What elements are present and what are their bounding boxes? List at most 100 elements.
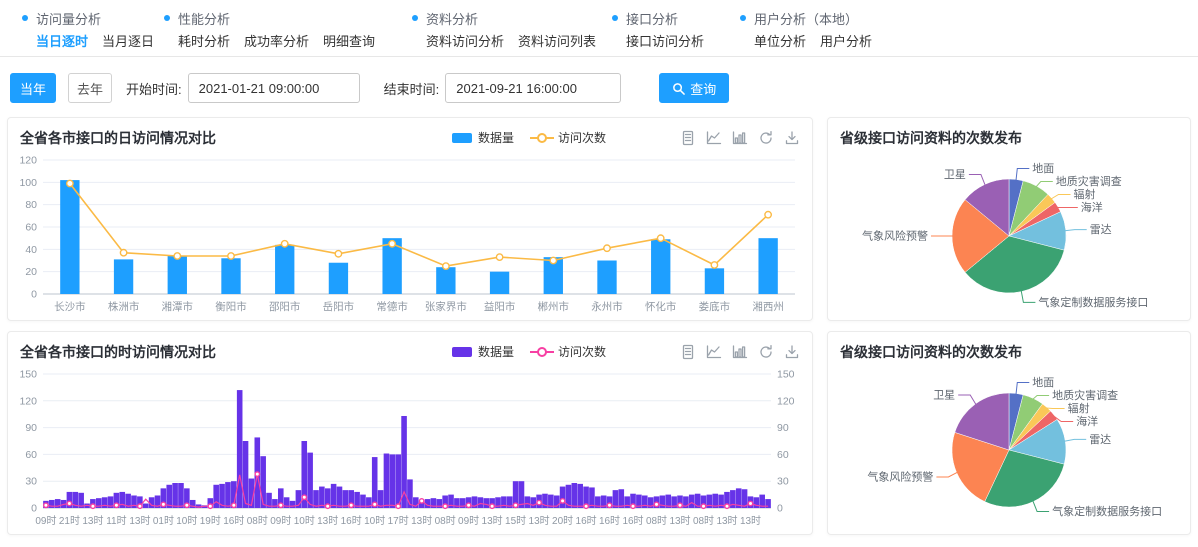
svg-text:岳阳市: 岳阳市: [323, 300, 355, 313]
legend-item[interactable]: 访问次数: [529, 129, 606, 146]
restore-icon[interactable]: [758, 344, 774, 360]
line-series[interactable]: [66, 179, 772, 271]
end-time-input[interactable]: [445, 73, 622, 103]
restore-icon[interactable]: [758, 130, 774, 146]
svg-text:卫星: 卫星: [933, 389, 955, 402]
pie-slices[interactable]: [951, 392, 1067, 508]
search-icon: [673, 82, 686, 95]
svg-text:海洋: 海洋: [1081, 200, 1103, 214]
line-type-icon[interactable]: [706, 130, 722, 146]
legend-item[interactable]: 访问次数: [529, 343, 606, 360]
this-year-button[interactable]: 当年: [10, 73, 56, 103]
legend-item[interactable]: 数据量: [450, 129, 514, 146]
nav-group: 性能分析 耗时分析 成功率分析 明细查询: [164, 9, 412, 56]
svg-text:15时: 15时: [505, 515, 526, 527]
nav-link[interactable]: 接口访问分析: [626, 34, 705, 49]
nav-group: 用户分析（本地） 单位分析 用户分析: [740, 9, 872, 56]
data-view-icon[interactable]: [680, 130, 696, 146]
bar-series[interactable]: [43, 390, 771, 508]
svg-text:气象定制数据服务接口: 气象定制数据服务接口: [1052, 504, 1162, 518]
line-type-icon[interactable]: [706, 344, 722, 360]
nav-bullet-icon: [412, 15, 418, 21]
svg-text:长沙市: 长沙市: [54, 300, 86, 313]
svg-text:30: 30: [25, 476, 37, 488]
svg-text:60: 60: [777, 449, 789, 461]
svg-text:150: 150: [19, 369, 37, 381]
query-button-label: 查询: [690, 81, 717, 97]
bar-series[interactable]: [60, 180, 778, 294]
svg-text:张家界市: 张家界市: [425, 300, 467, 313]
nav-group-title: 访问量分析: [36, 11, 102, 27]
svg-text:0: 0: [31, 289, 37, 301]
svg-text:16时: 16时: [622, 515, 643, 527]
bar-type-icon[interactable]: [732, 344, 748, 360]
svg-text:气象定制数据服务接口: 气象定制数据服务接口: [1038, 295, 1148, 309]
svg-text:海洋: 海洋: [1076, 414, 1098, 428]
svg-text:08时: 08时: [693, 515, 714, 527]
svg-text:17时: 17时: [388, 515, 409, 527]
dashboard-grid: 全省各市接口的日访问情况对比 数据量 访问次数 0 20 40 60 80 100 120 长沙…: [0, 103, 1198, 535]
svg-text:09时: 09时: [270, 515, 291, 527]
nav-group-title: 接口分析: [626, 11, 679, 27]
nav-link[interactable]: 用户分析: [820, 34, 873, 49]
nav-bullet-icon: [22, 15, 28, 21]
hourly-pie-card: 省级接口访问资料的次数发布 地面 地质灾害调查 辐射 海洋 雷达 气象定制数据服务接口 卫星…: [827, 331, 1191, 535]
nav-link[interactable]: 单位分析: [754, 34, 807, 49]
top-nav: 访问量分析当日逐时 当月逐日 性能分析 耗时分析 成功率分析 明细查询 资料分析 资料访问分析…: [0, 0, 1198, 57]
pie-slices[interactable]: [951, 178, 1067, 294]
svg-text:地面: 地面: [1032, 162, 1054, 175]
hourly-pie-title: 省级接口访问资料的次数发布: [840, 343, 1022, 360]
svg-text:40: 40: [25, 244, 37, 256]
svg-text:气象风险预警: 气象风险预警: [867, 470, 933, 484]
svg-text:60: 60: [25, 222, 37, 234]
svg-text:怀化市: 怀化市: [645, 300, 677, 313]
nav-link[interactable]: 当月逐日: [102, 34, 155, 49]
save-image-icon[interactable]: [784, 344, 800, 360]
svg-text:90: 90: [25, 422, 37, 434]
legend-label: 数据量: [477, 345, 514, 359]
svg-text:60: 60: [25, 449, 37, 461]
data-view-icon[interactable]: [680, 344, 696, 360]
svg-text:08时: 08时: [435, 515, 456, 527]
start-time-input[interactable]: [187, 73, 360, 103]
nav-group: 访问量分析当日逐时 当月逐日: [22, 9, 164, 56]
svg-text:120: 120: [19, 395, 37, 407]
bar-type-icon[interactable]: [732, 130, 748, 146]
daily-chart-card: 全省各市接口的日访问情况对比 数据量 访问次数 0 20 40 60 80 100 120 长沙…: [7, 117, 813, 321]
nav-link[interactable]: 资料访问列表: [518, 34, 597, 49]
nav-link[interactable]: 当日逐时: [36, 34, 89, 49]
svg-text:株洲市: 株洲市: [108, 300, 140, 313]
svg-text:0: 0: [31, 503, 37, 515]
legend-item[interactable]: 数据量: [450, 343, 514, 360]
nav-group: 资料分析 资料访问分析 资料访问列表: [412, 9, 612, 56]
daily-combo-chart[interactable]: 0 20 40 60 80 100 120 长沙市 株洲市 湘潭市 衡阳市 邵阳市 岳阳市 常德市 张家界市…: [9, 150, 811, 316]
svg-text:雷达: 雷达: [1090, 223, 1112, 236]
nav-link[interactable]: 耗时分析: [178, 34, 231, 49]
svg-text:10时: 10时: [364, 515, 385, 527]
svg-text:地面: 地面: [1032, 376, 1054, 389]
nav-link[interactable]: 成功率分析: [244, 34, 310, 49]
nav-link[interactable]: 资料访问分析: [426, 34, 505, 49]
legend-label: 访问次数: [557, 345, 606, 359]
nav-link[interactable]: 明细查询: [323, 34, 376, 49]
bar-legend-marker-icon: [451, 132, 472, 143]
nav-bullet-icon: [164, 15, 170, 21]
query-button[interactable]: 查询: [659, 73, 730, 103]
save-image-icon[interactable]: [784, 130, 800, 146]
svg-text:常德市: 常德市: [376, 300, 408, 313]
svg-text:01时: 01时: [153, 515, 174, 527]
svg-text:16时: 16时: [599, 515, 620, 527]
line-series[interactable]: [43, 471, 769, 510]
last-year-button[interactable]: 去年: [68, 73, 112, 103]
svg-text:地质灾害调查: 地质灾害调查: [1056, 174, 1122, 188]
svg-text:邵阳市: 邵阳市: [269, 300, 301, 313]
svg-text:20时: 20时: [552, 515, 573, 527]
daily-chart-legend: 数据量 访问次数: [450, 129, 606, 146]
svg-text:地质灾害调查: 地质灾害调查: [1052, 388, 1118, 402]
bar-legend-marker-icon: [451, 346, 472, 357]
